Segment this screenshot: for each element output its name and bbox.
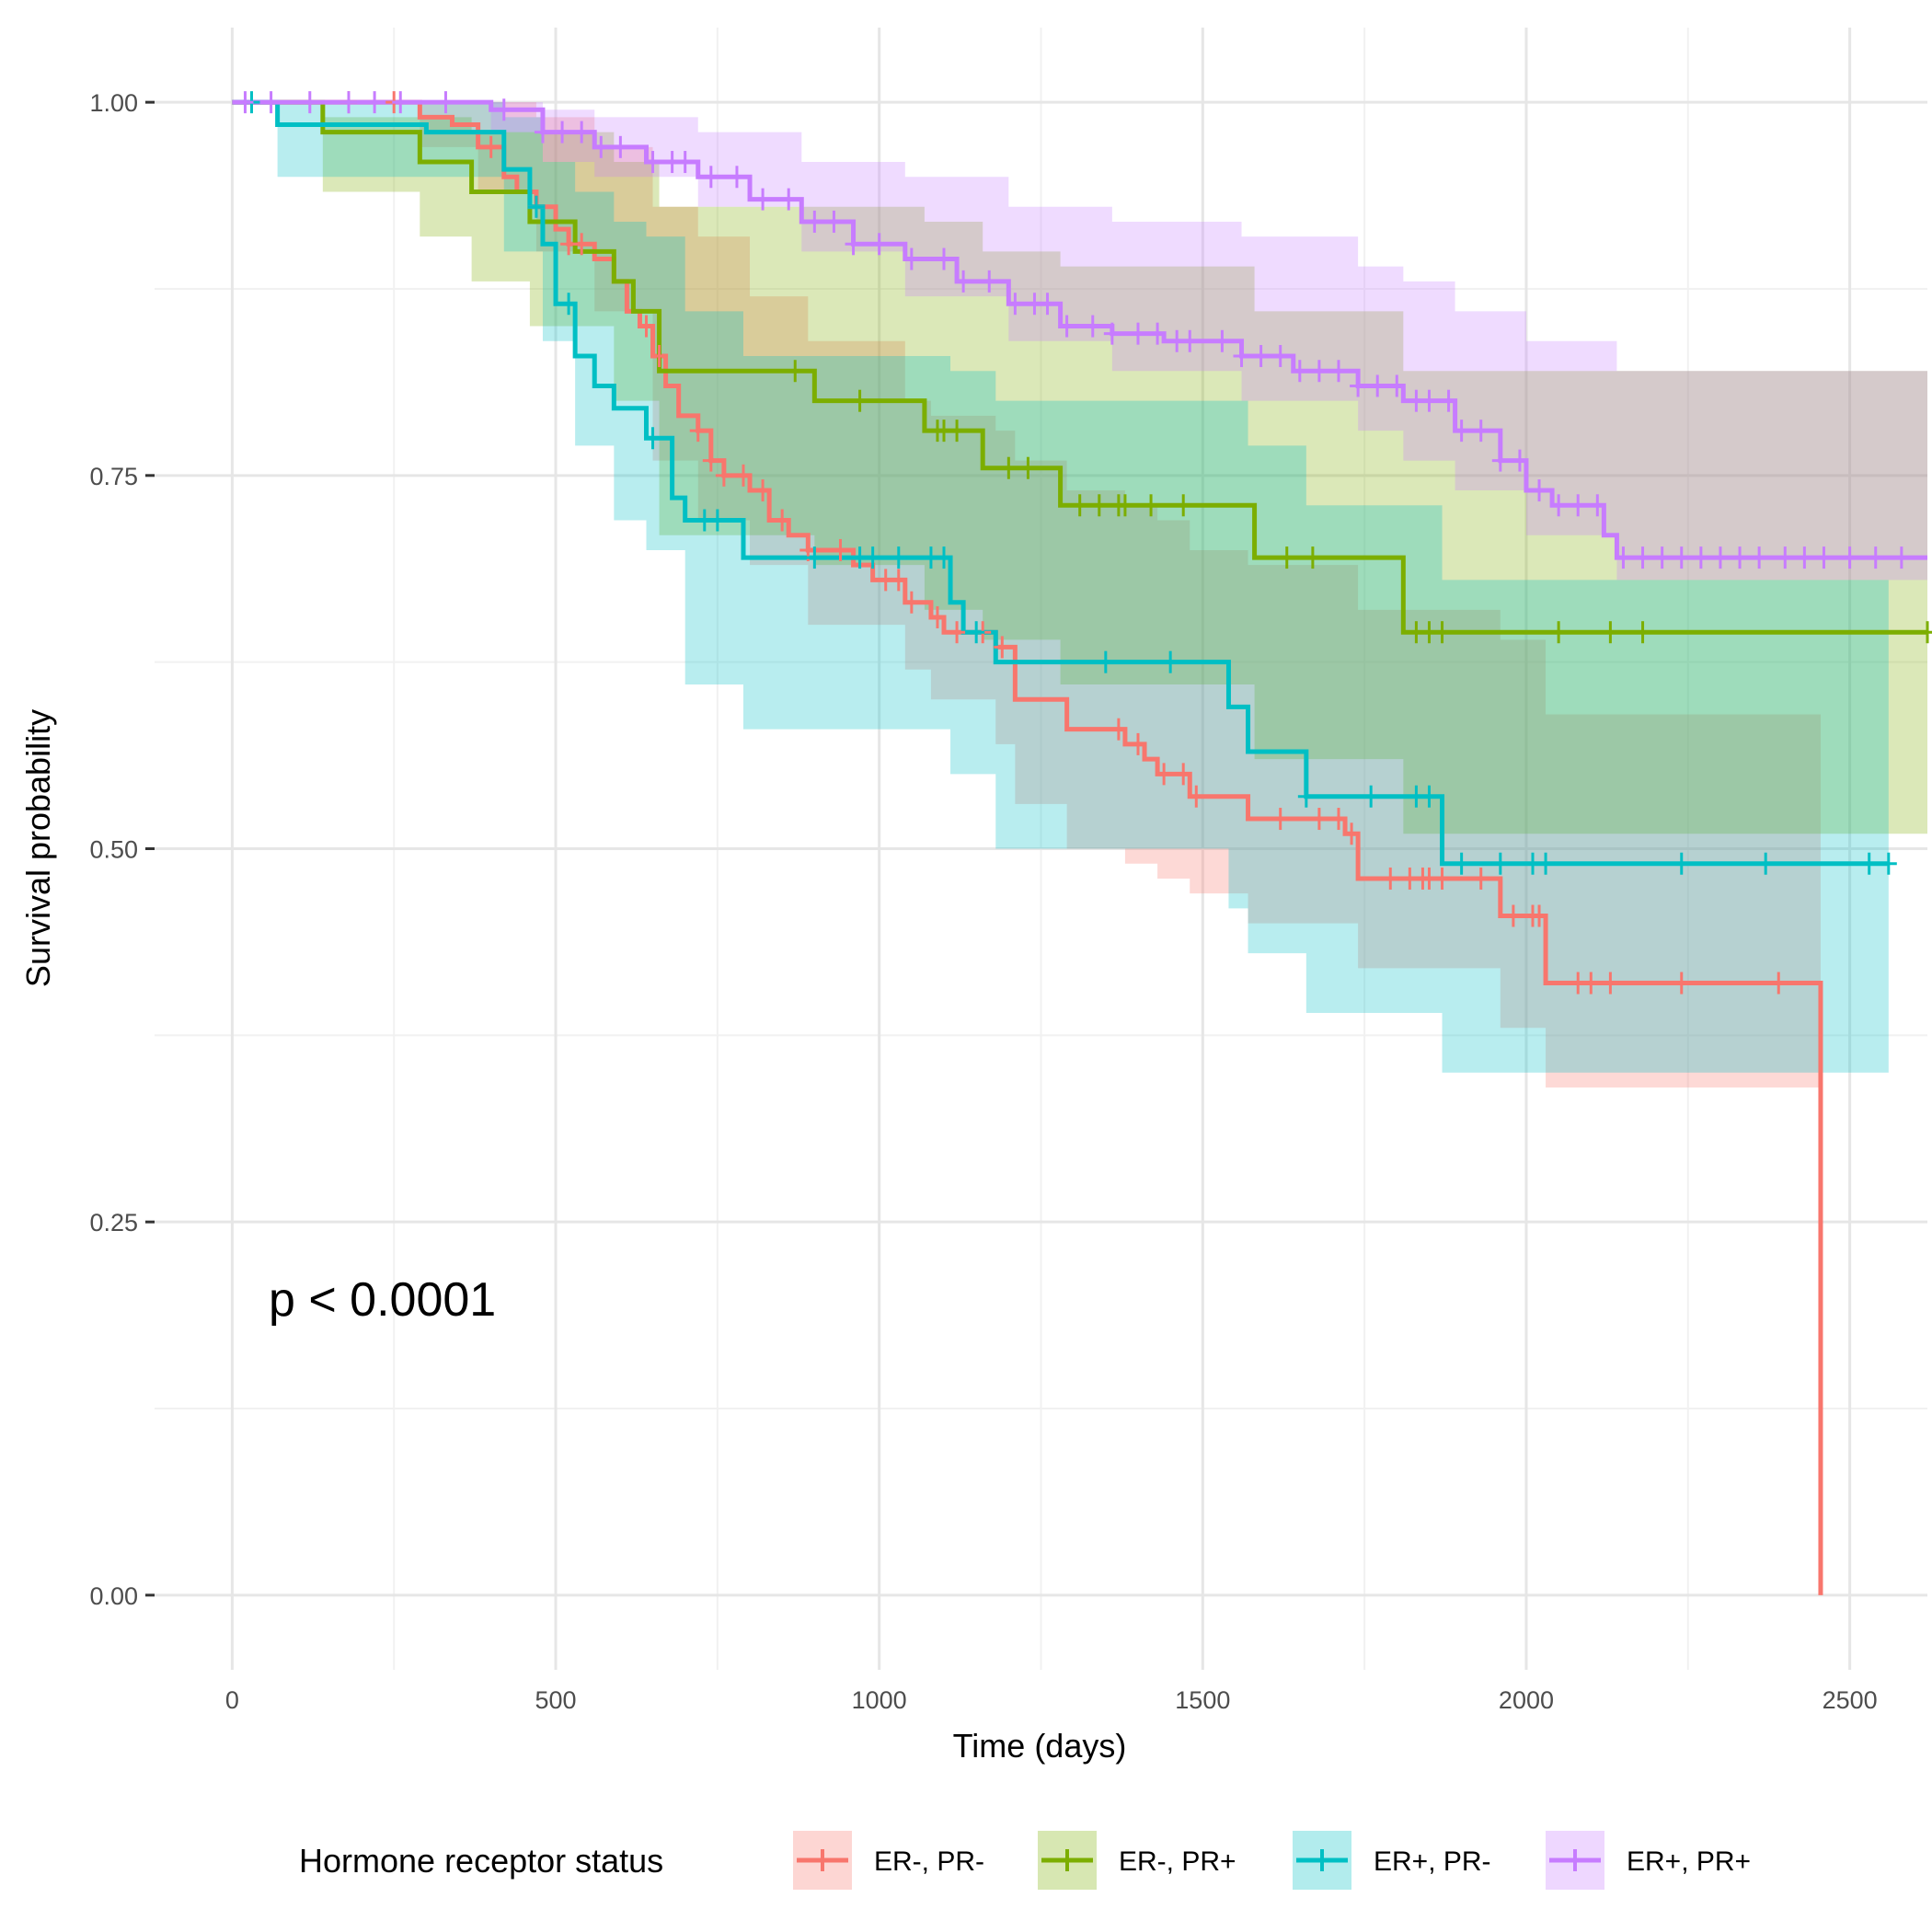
legend-item-er-pr: ER-, PR- [793,1831,984,1890]
confidence-band-er-pr [232,102,1927,595]
x-tick-label: 2500 [1823,1686,1878,1714]
x-axis-title: Time (days) [953,1727,1127,1765]
confidence-band-er-pr [232,102,1889,1073]
confidence-band-er-pr [232,102,1927,834]
y-tick-label: 0.50 [89,836,138,864]
y-tick-label: 0.00 [89,1582,138,1610]
x-tick-label: 0 [225,1686,239,1714]
y-tick-label: 0.75 [89,463,138,490]
annotation-pvalue: p < 0.0001 [269,1273,496,1327]
legend-label-er-pr: ER-, PR+ [1119,1846,1236,1877]
censor-marks [236,91,1932,995]
x-tick-label: 1500 [1175,1686,1230,1714]
legend-item-er-pr: ER+, PR+ [1546,1831,1751,1890]
legend: Hormone receptor status ER-, PR- ER-, PR+… [299,1831,1751,1890]
y-tick-label: 0.25 [89,1209,138,1236]
legend-title: Hormone receptor status [299,1842,663,1880]
legend-label-er-pr: ER-, PR- [874,1846,984,1877]
y-axis-title: Survival probability [19,709,57,987]
x-tick-label: 500 [535,1686,577,1714]
axes: 0 500 1000 1500 2000 2500 0.00 0.25 0.50 0.75 1.00 [89,89,1877,1714]
y-tick-label: 1.00 [89,89,138,117]
legend-label-er-pr: ER+, PR- [1374,1846,1491,1877]
legend-item-er-pr: ER-, PR+ [1038,1831,1236,1890]
legend-label-er-pr: ER+, PR+ [1627,1846,1751,1877]
confidence-bands [232,102,1927,1148]
x-tick-label: 2000 [1499,1686,1554,1714]
x-tick-label: 1000 [852,1686,907,1714]
legend-item-er-pr: ER+, PR- [1293,1831,1491,1890]
